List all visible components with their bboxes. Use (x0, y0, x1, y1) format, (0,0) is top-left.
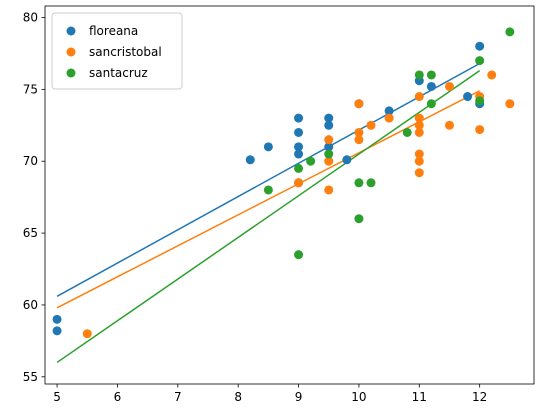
sancristobal-point (414, 113, 424, 123)
sancristobal-point (354, 127, 364, 137)
x-tick-label: 12 (472, 390, 487, 404)
x-axis: 5 6 7 8 9 10 11 12 (53, 384, 487, 404)
santacruz-point (475, 96, 485, 106)
floreana-point (426, 81, 436, 91)
legend-marker-floreana (66, 26, 76, 36)
floreana-point (263, 142, 273, 152)
fit-lines (56, 62, 481, 364)
santacruz-point (402, 127, 412, 137)
y-tick-label: 70 (23, 154, 38, 168)
sancristobal-point (444, 120, 454, 130)
sancristobal-point (82, 329, 92, 339)
x-tick-label: 5 (53, 390, 61, 404)
floreana-point (324, 120, 334, 130)
sancristobal-point (324, 156, 334, 166)
floreana-point (294, 142, 304, 152)
sancristobal-point (324, 135, 334, 145)
sancristobal-point (354, 99, 364, 109)
santacruz-point (414, 70, 424, 80)
sancristobal-point (324, 185, 334, 195)
x-tick-label: 11 (412, 390, 427, 404)
x-tick-label: 6 (114, 390, 122, 404)
sancristobal-point (475, 125, 485, 135)
floreana-point (384, 106, 394, 116)
legend-box (51, 12, 183, 90)
floreana-point (52, 314, 62, 324)
floreana-fit-line (56, 62, 481, 297)
santacruz-point (426, 70, 436, 80)
santacruz-point (306, 156, 316, 166)
legend-label-sancristobal: sancristobal (89, 45, 162, 59)
sancristobal-point (414, 156, 424, 166)
sancristobal-point (414, 92, 424, 102)
floreana-point (324, 113, 334, 123)
sancristobal-point (414, 120, 424, 130)
legend-marker-sancristobal (66, 47, 76, 57)
sancristobal-point (505, 99, 515, 109)
sancristobal-point (414, 168, 424, 178)
floreana-point (294, 113, 304, 123)
floreana-point (294, 127, 304, 137)
santacruz-point (294, 250, 304, 260)
santacruz-point (294, 163, 304, 173)
y-axis: 55 60 65 70 75 80 (23, 10, 45, 384)
sancristobal-point (366, 120, 376, 130)
floreana-point (324, 142, 334, 152)
floreana-point (294, 149, 304, 159)
sancristobal-point (294, 178, 304, 188)
santacruz-point (354, 214, 364, 224)
floreana-point (463, 92, 473, 102)
santacruz-point (426, 99, 436, 109)
x-tick-label: 10 (351, 390, 366, 404)
y-tick-label: 75 (23, 82, 38, 96)
santacruz-point (505, 27, 515, 37)
santacruz-point (324, 149, 334, 159)
sancristobal-point (414, 149, 424, 159)
legend-label-santacruz: santacruz (89, 66, 148, 80)
legend-label-floreana: floreana (89, 24, 138, 38)
santacruz-point (366, 178, 376, 188)
y-tick-label: 65 (23, 226, 38, 240)
santacruz-fit-line (56, 70, 481, 364)
plot-frame (44, 5, 535, 385)
legend: floreana sancristobal santacruz (51, 12, 183, 90)
sancristobal-point (487, 70, 497, 80)
sancristobal-point (354, 135, 364, 145)
floreana-point (475, 41, 485, 51)
sancristobal-point (384, 113, 394, 123)
santacruz-point (263, 185, 273, 195)
sancristobal-point (414, 127, 424, 137)
y-tick-label: 60 (23, 298, 38, 312)
legend-marker-santacruz (66, 68, 76, 78)
floreana-point (245, 155, 255, 165)
sancristobal-point (444, 81, 454, 91)
santacruz-point (475, 56, 485, 66)
x-tick-label: 8 (234, 390, 242, 404)
y-tick-label: 80 (23, 10, 38, 24)
floreana-point (52, 326, 62, 336)
x-tick-label: 9 (295, 390, 303, 404)
data-points (52, 27, 515, 339)
floreana-point (342, 155, 352, 165)
sancristobal-fit-line (56, 90, 481, 309)
x-tick-label: 7 (174, 390, 182, 404)
santacruz-point (354, 178, 364, 188)
y-tick-label: 55 (23, 370, 38, 384)
